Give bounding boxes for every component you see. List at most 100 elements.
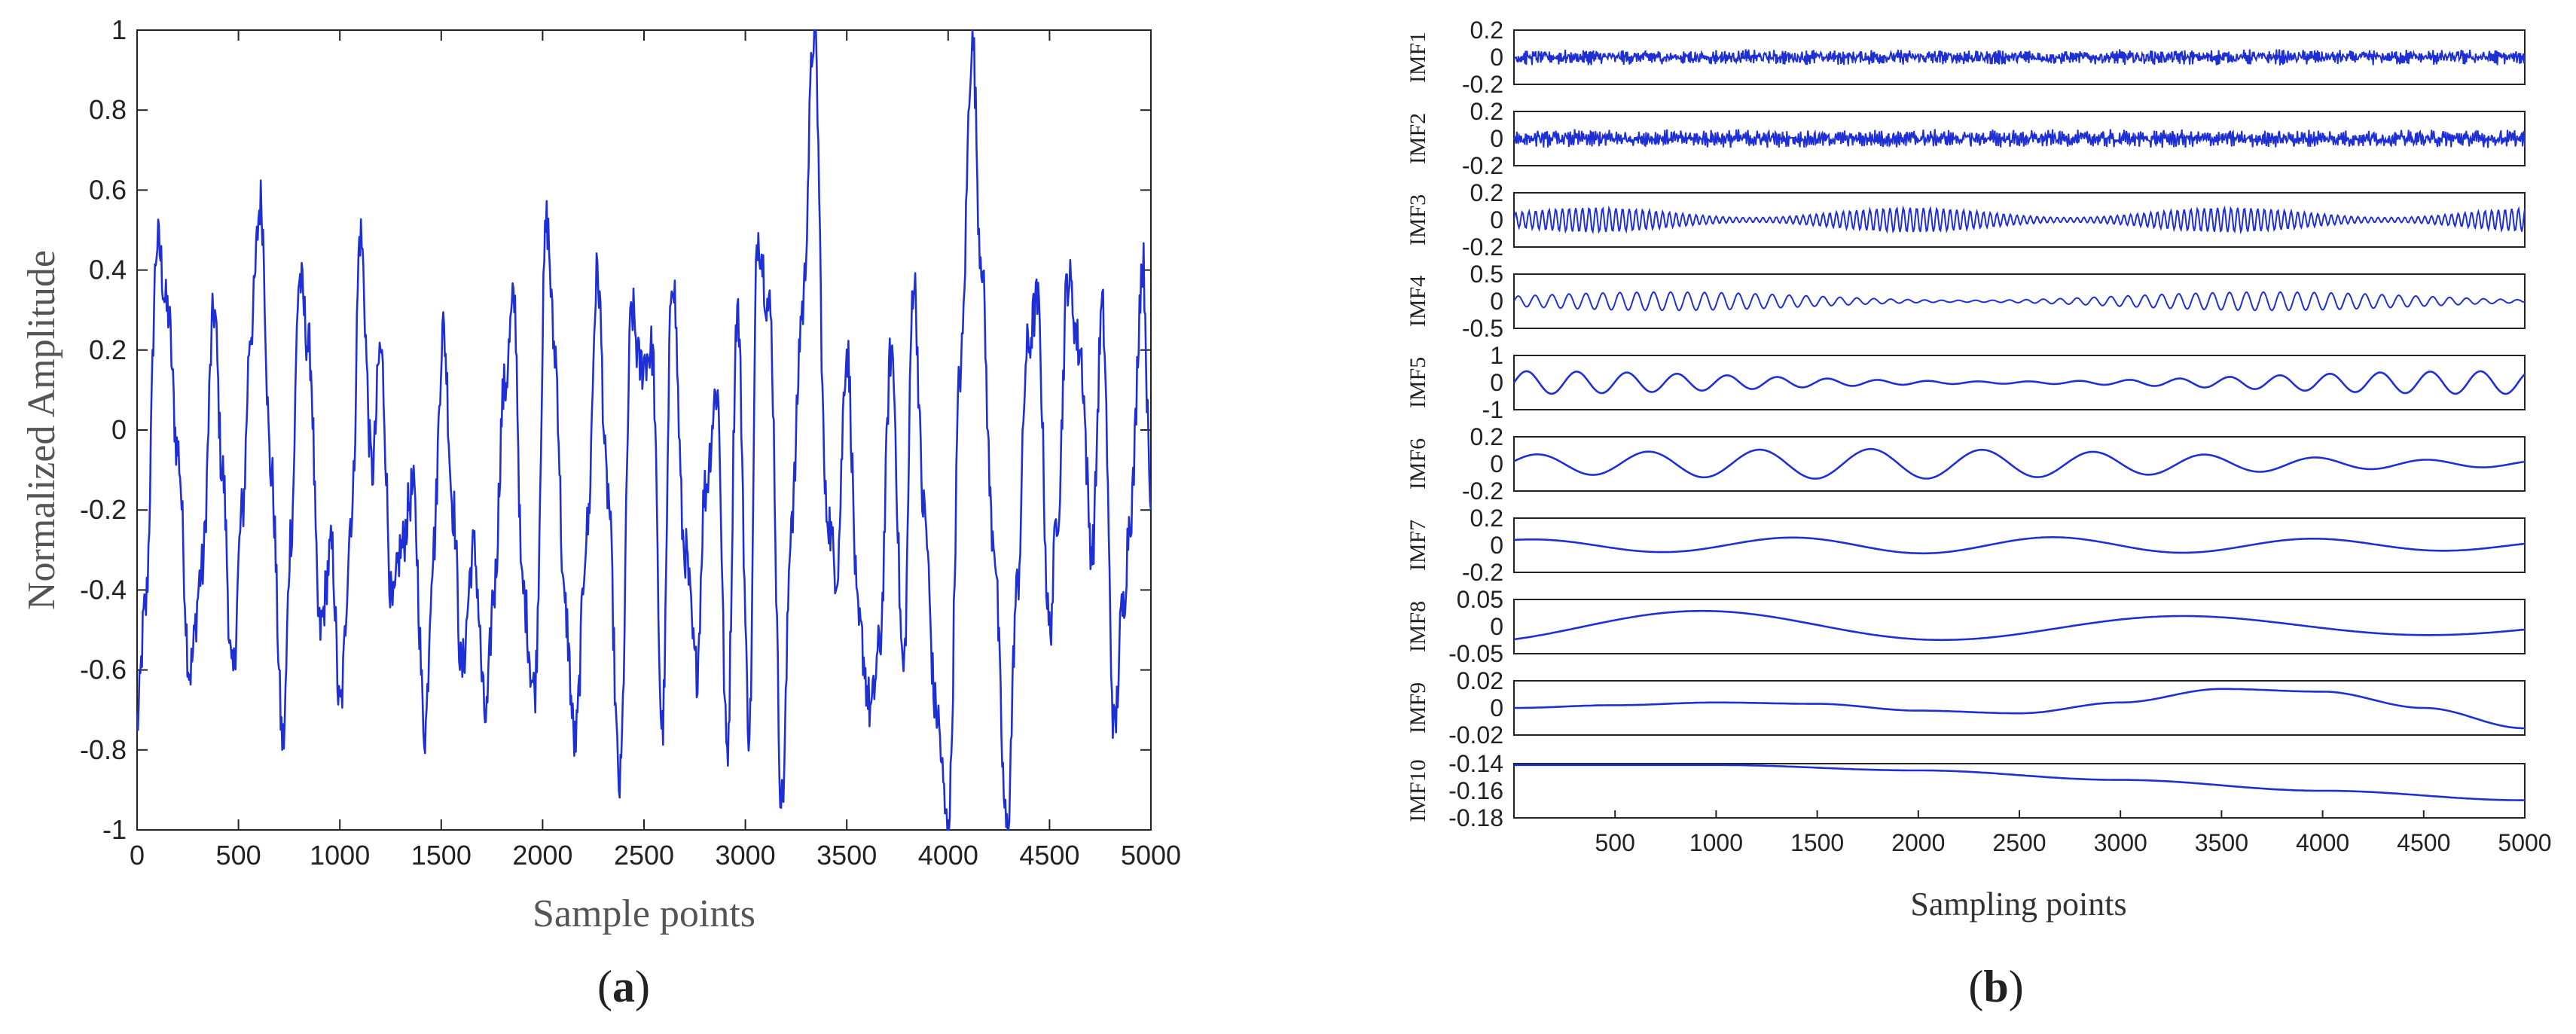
- y-tick-label: 0.2: [89, 334, 127, 365]
- imf-label: IMF7: [1406, 520, 1430, 571]
- imf-subplot: 0.50-0.5 IMF4: [1406, 261, 2526, 342]
- imf-frame: [1513, 763, 2526, 819]
- x-tick-label: 5000: [1121, 840, 1181, 871]
- y-tick-label: 0.2: [1470, 179, 1503, 206]
- imf-trace: [1513, 609, 2526, 642]
- y-tick-label: 0: [1490, 125, 1503, 152]
- imf-label: IMF3: [1406, 194, 1430, 246]
- imf-subplot: 0.20-0.2 IMF7: [1406, 505, 2526, 586]
- imf-trace: [1514, 688, 2526, 730]
- imf-trace: [1513, 536, 2526, 555]
- y-tick-label: -0.18: [1448, 804, 1503, 831]
- y-tick-label: -0.02: [1448, 721, 1503, 749]
- imf-label: IMF10: [1406, 759, 1430, 822]
- x-tick-label: 4500: [1019, 840, 1079, 871]
- y-tick-label: -0.8: [80, 734, 127, 765]
- chart-b: 0.20-0.2IMF10.20-0.2IMF20.20-0.2IMF30.50…: [1406, 17, 2552, 1011]
- x-tick-label: 3500: [2195, 829, 2248, 856]
- panel-label-b: (b): [1968, 962, 2023, 1011]
- y-tick-label: 0: [1490, 369, 1503, 396]
- imf-trace: [1513, 129, 2526, 148]
- y-tick-label: 0.6: [89, 174, 127, 205]
- y-tick-label: -0.16: [1448, 777, 1503, 804]
- imf-frame: [1513, 436, 2526, 492]
- panel-label-a: (a): [597, 962, 650, 1011]
- x-tick-label: 2500: [614, 840, 674, 871]
- imf-subplot: 0.20-0.2 IMF3: [1406, 179, 2526, 261]
- y-tick-label: 0: [1490, 613, 1503, 640]
- y-tick-label: 0.02: [1457, 667, 1503, 694]
- y-tick-label: 0: [1490, 288, 1503, 315]
- imf-trace: [1514, 764, 2525, 801]
- panel-letter-b: b: [1983, 962, 2008, 1011]
- imf-subplot: 0.020-0.02 IMF9: [1406, 667, 2526, 749]
- y-tick-label: -0.2: [1462, 233, 1503, 261]
- imf-subplot: 0.20-0.2 IMF2: [1406, 98, 2526, 179]
- y-tick-label: 0: [1490, 694, 1503, 721]
- y-tick-label: 0.2: [1470, 423, 1503, 450]
- imf-frame: [1513, 680, 2526, 736]
- series-line-a: [136, 29, 1152, 831]
- y-tick-label: -0.05: [1448, 640, 1503, 667]
- imf-frame: [1513, 599, 2526, 654]
- x-axis-label-b: Sampling points: [1910, 886, 2126, 923]
- y-tick-label: 0.8: [89, 94, 127, 125]
- y-tick-label: 0: [1490, 532, 1503, 559]
- x-tick-label: 1000: [310, 840, 370, 871]
- chart-a: 1 0.8 0.6 0.4 0.2 0 -0.2 -0.4 -0.6 -0.8 -1 0 500 100…: [20, 14, 1181, 1011]
- imf-trace: [1513, 447, 2526, 480]
- y-tick-label: -0.2: [1462, 71, 1503, 98]
- y-tick-label: 0.2: [1470, 505, 1503, 532]
- x-tick-label: 4000: [2296, 829, 2349, 856]
- x-tick-label: 2000: [1891, 829, 1945, 856]
- imf-label: IMF6: [1406, 438, 1430, 490]
- imf-label: IMF8: [1406, 601, 1430, 652]
- x-tick-label: 1000: [1689, 829, 1743, 856]
- x-tick-label: 2500: [1992, 829, 2046, 856]
- imf-trace: [1513, 291, 2526, 312]
- imf-trace: [1513, 205, 2526, 235]
- y-ticks-a: 1 0.8 0.6 0.4 0.2 0 -0.2 -0.4 -0.6 -0.8 -1: [80, 14, 1151, 845]
- y-tick-label: 0.05: [1457, 586, 1503, 613]
- x-tick-label: 1500: [411, 840, 472, 871]
- y-tick-label: -0.2: [80, 494, 127, 525]
- x-tick-label: 3000: [2094, 829, 2147, 856]
- y-tick-label: 1: [111, 14, 127, 45]
- imf-label: IMF5: [1406, 357, 1430, 408]
- x-tick-label: 1500: [1790, 829, 1844, 856]
- y-tick-label: 0.4: [89, 255, 127, 285]
- imf-subplots: 0.20-0.2IMF10.20-0.2IMF20.20-0.2IMF30.50…: [1406, 17, 2526, 831]
- imf-trace: [1514, 49, 2526, 66]
- x-axis-label-a: Sample points: [533, 892, 755, 935]
- y-tick-label: 0: [1490, 206, 1503, 233]
- y-tick-label: -1: [1482, 396, 1503, 423]
- x-tick-label: 0: [130, 840, 145, 871]
- imf-subplot: 0.20-0.2 IMF6: [1406, 423, 2526, 505]
- y-tick-label: -0.2: [1462, 477, 1503, 505]
- x-tick-label: 500: [216, 840, 261, 871]
- x-tick-label: 5000: [2498, 829, 2551, 856]
- x-ticks-b: 500 1000 1500 2000 2500 3000 3500 4000 4500 5000: [1595, 810, 2552, 856]
- y-tick-label: -0.4: [80, 574, 127, 605]
- y-tick-label: 1: [1490, 342, 1503, 369]
- y-tick-label: 0.2: [1470, 98, 1503, 125]
- x-ticks-a: 0 500 1000 1500 2000 2500 3000 3500 4000 4500 5000: [130, 30, 1181, 871]
- x-tick-label: 3500: [816, 840, 877, 871]
- y-tick-label: -0.6: [80, 654, 127, 685]
- y-tick-label: -1: [102, 814, 127, 845]
- imf-frame: [1513, 517, 2526, 573]
- imf-label: IMF1: [1406, 32, 1430, 83]
- x-tick-label: 4000: [918, 840, 978, 871]
- y-tick-label: -0.2: [1462, 152, 1503, 179]
- x-tick-label: 500: [1595, 829, 1635, 856]
- y-tick-label: 0.2: [1470, 17, 1503, 44]
- panel-letter-a: a: [612, 962, 635, 1011]
- y-tick-label: 0: [1490, 44, 1503, 71]
- imf-label: IMF9: [1406, 682, 1430, 734]
- y-axis-label-a: Normalized Amplitude: [20, 250, 63, 610]
- y-tick-label: 0: [1490, 450, 1503, 477]
- y-tick-label: 0.5: [1470, 261, 1503, 288]
- imf-subplot: 10-1 IMF5: [1406, 342, 2526, 423]
- plot-a-frame: [136, 29, 1152, 831]
